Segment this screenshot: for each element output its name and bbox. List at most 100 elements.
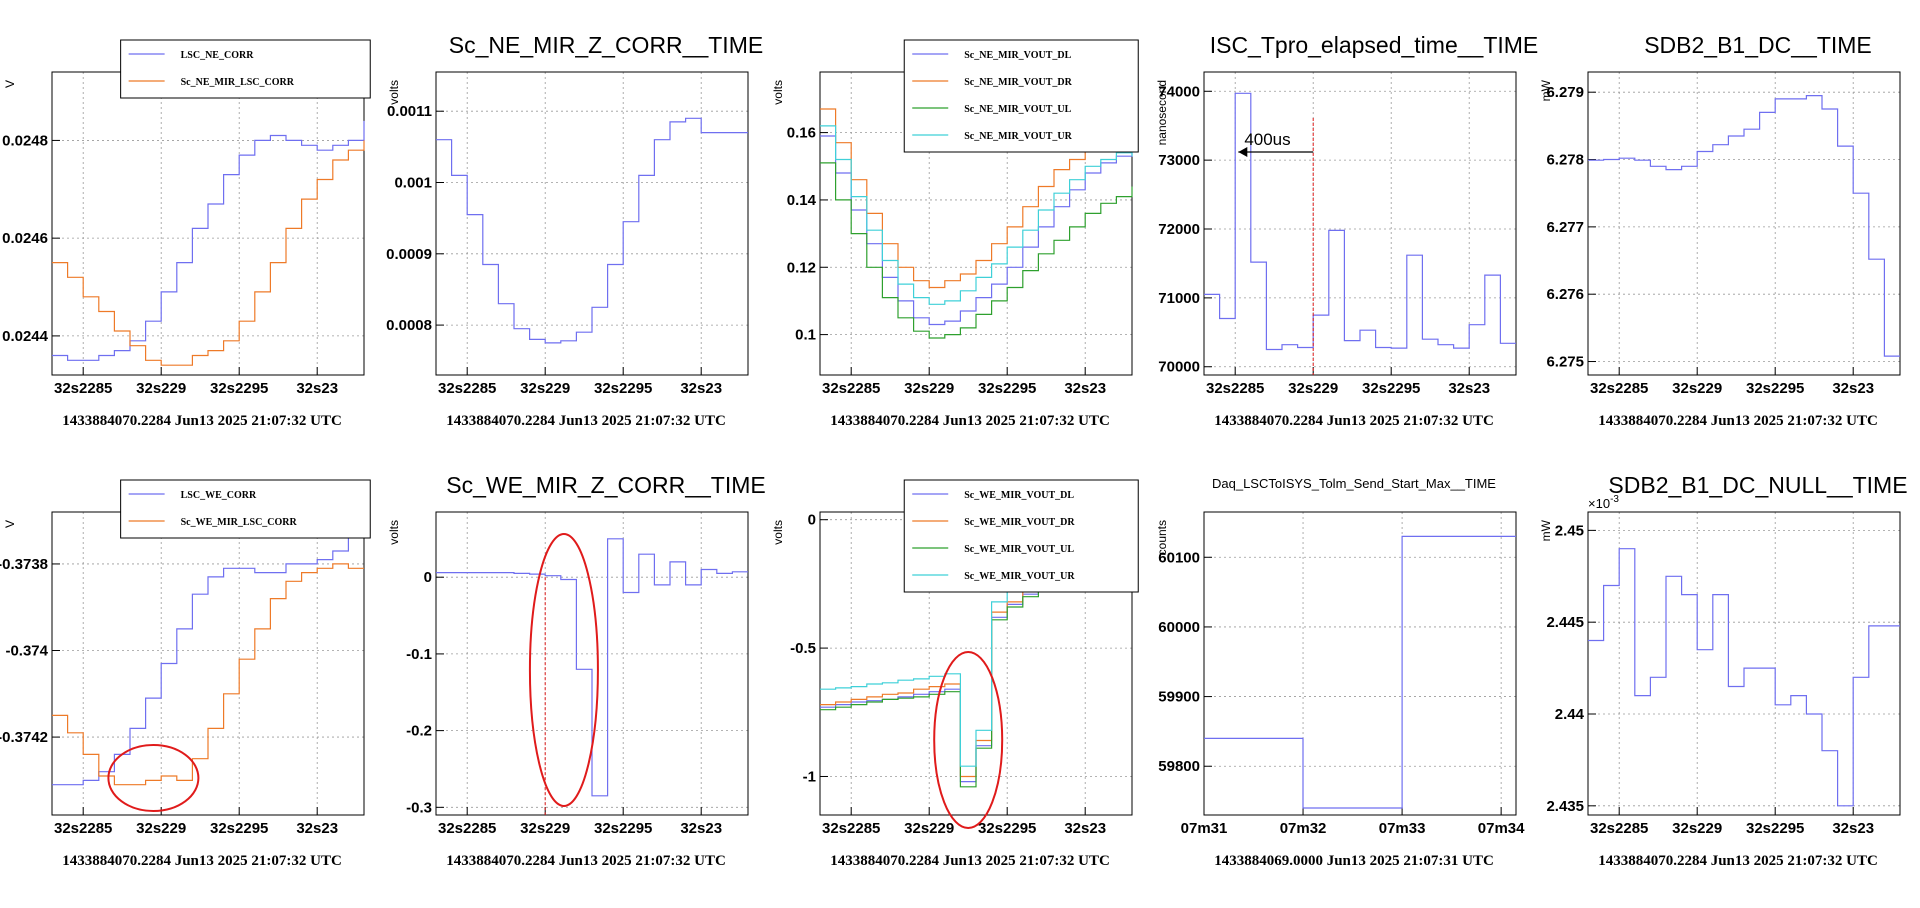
x-tick-label: 32s2285 [54,820,112,837]
y-tick-label: 2.45 [1555,522,1584,539]
y-tick-label: 0.16 [787,125,816,142]
series-line-main [1588,548,1900,807]
y-tick-label: -0.3738 [0,556,48,573]
plot-frame [435,71,749,376]
legend-label: Sc_NE_MIR_VOUT_DL [964,50,1071,61]
series-line-Sc_WE_MIR_LSC_CORR [52,563,364,786]
y-tick-label: 70000 [1158,359,1200,376]
y-tick-label: 71000 [1158,290,1200,307]
y-tick-label: 0.0008 [386,317,432,334]
chart-panel-9: 07m31 07m32 07m33 07m34 59800 59900 60000 60100… [1154,440,1538,880]
legend-box [903,479,1139,593]
plot-frame [1587,71,1901,376]
y-tick-label: 6.278 [1546,152,1584,169]
y-axis-label: V [3,80,17,88]
y-tick-label: 59900 [1158,689,1200,706]
timestamp: 1433884070.2284 Jun13 2025 21:07:32 UTC [446,413,726,429]
highlight-ellipse [528,533,599,807]
chart-panel-10: 32s2285 32s229 32s2295 32s23 2.435 2.44 2.445 2… [1538,440,1920,880]
y-tick-label: 73000 [1158,152,1200,169]
y-tick-label: 0 [808,512,816,529]
timestamp: 1433884070.2284 Jun13 2025 21:07:32 UTC [62,853,342,869]
x-tick-label: 32s23 [1064,820,1106,837]
timestamp: 1433884070.2284 Jun13 2025 21:07:32 UTC [1598,413,1878,429]
x-tick-label: 32s2295 [1746,820,1804,837]
x-tick-label: 32s2295 [594,820,652,837]
chart-svg: 32s2285 32s229 32s2295 32s23 -0.3 -0.2 -0.1 0 vo… [387,472,766,869]
series-line-main [1204,535,1516,809]
annotation-label: 400us [1244,130,1290,149]
legend-label: Sc_WE_MIR_VOUT_UL [964,544,1074,555]
y-axis-label: volts [771,520,785,545]
legend: LSC_WE_CORR Sc_WE_MIR_LSC_CORR [120,479,371,539]
y-tick-label: 2.44 [1555,706,1585,723]
chart-svg: 32s2285 32s229 32s2295 32s23 0.0244 0.0246 0.0… [2,39,371,429]
y-tick-label: 0 [424,569,432,586]
chart-title: Sc_NE_MIR_Z_CORR__TIME [449,32,763,58]
chart-panel-2: 32s2285 32s229 32s2295 32s23 0.0008 0.0009 0.0… [386,0,770,440]
y-axis-label: mW [1539,519,1553,541]
series-line-main [1204,92,1516,351]
x-tick-label: 32s2285 [822,820,880,837]
plot-frame [1203,511,1517,816]
y-tick-label: 0.1 [795,327,816,344]
x-tick-label: 32s229 [904,820,954,837]
chart-panel-4: 32s2285 32s229 32s2295 32s23 70000 71000 72000… [1154,0,1538,440]
y-axis-label: mW [1539,79,1553,101]
chart-panel-7: 32s2285 32s229 32s2295 32s23 -0.3 -0.2 -0.1 0 vo… [386,440,770,880]
plot-frame [1203,71,1517,376]
chart-panel-8: 32s2285 32s229 32s2295 32s23 -1 -0.5 0 volts Sc_… [770,440,1154,880]
y-tick-label: -1 [803,768,816,785]
legend-label: Sc_WE_MIR_LSC_CORR [181,517,298,528]
chart-svg: 32s2285 32s229 32s2295 32s23 0.1 0.12 0.14 0.16… [771,39,1139,429]
legend-label: Sc_WE_MIR_VOUT_DR [964,517,1075,528]
y-tick-label: 6.275 [1546,354,1584,371]
y-tick-label: 0.12 [787,259,816,276]
x-tick-label: 32s229 [520,820,570,837]
y-tick-label: 6.277 [1546,219,1584,236]
x-tick-label: 32s229 [136,380,186,397]
y-tick-label: -0.5 [790,640,816,657]
y-tick-label: -0.374 [5,643,48,660]
x-tick-label: 32s2295 [978,820,1036,837]
highlight-ellipse [107,744,200,812]
chart-title: Sc_WE_MIR_Z_CORR__TIME [446,472,766,498]
series-line-LSC_NE_CORR [52,120,365,361]
legend-box [120,479,371,539]
chart-svg: 32s2285 32s229 32s2295 32s23 70000 71000 72000… [1155,32,1538,429]
chart-title: SDB2_B1_DC_NULL__TIME [1608,472,1907,498]
y-axis-label: volts [387,520,401,545]
legend-label: Sc_WE_MIR_VOUT_UR [964,571,1075,582]
x-tick-label: 32s229 [1288,380,1338,397]
chart-svg: 07m31 07m32 07m33 07m34 59800 59900 60000 60100… [1155,476,1525,869]
y-tick-label: 0.0244 [2,328,49,345]
chart-title: Daq_LSCToISYS_Tolm_Send_Start_Max__TIME [1212,476,1496,491]
x-tick-label: 32s229 [136,820,186,837]
x-tick-label: 32s229 [520,380,570,397]
y-tick-label: 74000 [1158,83,1200,100]
chart-panel-6: 32s2285 32s229 32s2295 32s23 -0.3742 -0.374 -0… [0,440,386,880]
timestamp: 1433884070.2284 Jun13 2025 21:07:32 UTC [1214,413,1494,429]
y-tick-label: 60000 [1158,619,1200,636]
legend-label: Sc_NE_MIR_VOUT_UR [964,131,1072,142]
series-line-main [436,117,748,344]
x-tick-label: 32s229 [904,380,954,397]
series-line-Sc_NE_MIR_VOUT_DR [820,108,1132,289]
y-tick-label: -0.1 [406,646,432,663]
y-tick-label: 0.0248 [2,132,48,149]
legend: Sc_WE_MIR_VOUT_DL Sc_WE_MIR_VOUT_DR Sc_WE_… [903,479,1139,593]
x-tick-label: 32s2285 [1206,380,1264,397]
x-tick-label: 32s2295 [978,380,1036,397]
series-line-LSC_WE_CORR [52,528,364,786]
y-tick-label: 60100 [1158,549,1200,566]
x-tick-label: 07m33 [1379,820,1426,837]
chart-svg: 32s2285 32s229 32s2295 32s23 2.435 2.44 2.445 2… [1539,472,1908,869]
chart-svg: 32s2285 32s229 32s2295 32s23 -0.3742 -0.374 -0… [0,479,371,869]
y-axis-label: counts [1155,520,1169,555]
series-line-Sc_NE_MIR_VOUT_UL [820,162,1133,339]
x-tick-label: 32s229 [1672,380,1722,397]
x-tick-label: 32s2295 [210,820,268,837]
x-tick-label: 32s23 [1832,380,1874,397]
legend-box [903,39,1139,153]
